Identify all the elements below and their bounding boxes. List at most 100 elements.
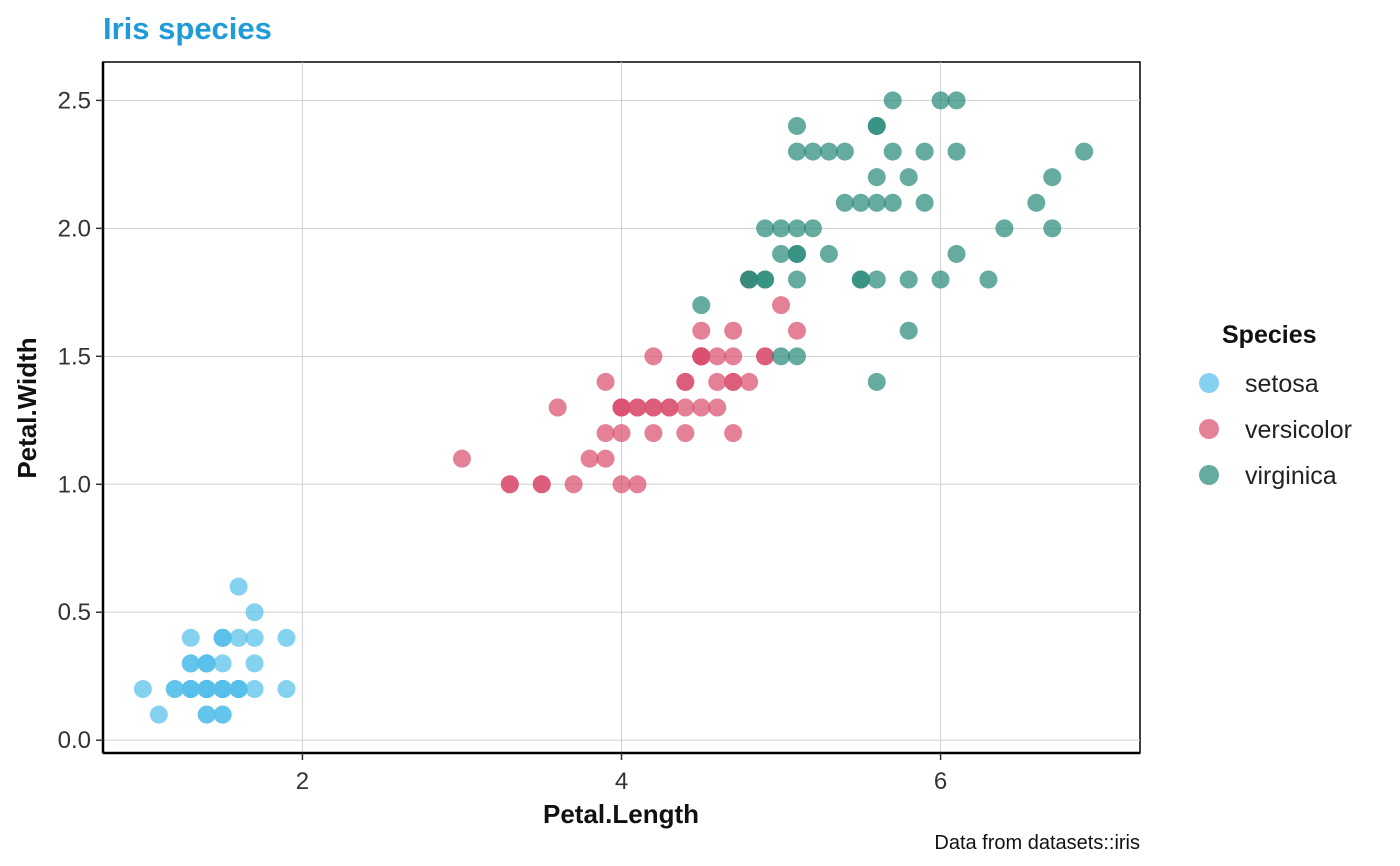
data-point-versicolor (676, 398, 695, 417)
data-point-versicolor (644, 398, 663, 417)
data-point-versicolor (596, 372, 615, 391)
data-point-virginica (692, 296, 711, 315)
data-point-versicolor (548, 398, 567, 417)
data-point-versicolor (676, 372, 695, 391)
legend-title: Species (1222, 321, 1317, 349)
x-tick-label: 4 (615, 768, 628, 795)
data-point-virginica (867, 116, 886, 135)
data-point-versicolor (772, 296, 791, 315)
data-point-virginica (819, 244, 838, 263)
legend-label-versicolor: versicolor (1245, 416, 1352, 444)
data-point-versicolor (692, 398, 711, 417)
chart-caption: Data from datasets::iris (934, 832, 1140, 854)
data-point-setosa (277, 628, 296, 647)
data-point-virginica (899, 270, 918, 289)
data-point-versicolor (596, 424, 615, 443)
y-axis-ticks: 0.0 0.5 1.0 1.5 2.0 2.5 (58, 87, 103, 754)
data-point-virginica (819, 142, 838, 161)
data-point-versicolor (612, 475, 631, 494)
data-point-versicolor (500, 475, 519, 494)
data-point-virginica (915, 193, 934, 212)
data-point-virginica (1043, 219, 1062, 238)
data-point-versicolor (612, 398, 631, 417)
data-point-virginica (787, 270, 806, 289)
y-tick-label: 2.5 (58, 87, 91, 114)
data-point-setosa (245, 603, 264, 622)
x-axis-ticks: 2 4 6 (296, 753, 947, 795)
data-point-versicolor (724, 321, 743, 340)
data-point-setosa (213, 654, 232, 673)
y-tick-label: 1.0 (58, 471, 91, 498)
data-point-versicolor (564, 475, 583, 494)
data-point-virginica (787, 219, 806, 238)
data-point-virginica (883, 91, 902, 110)
data-point-setosa (197, 705, 216, 724)
data-point-versicolor (596, 449, 615, 468)
data-point-setosa (181, 680, 200, 699)
data-point-versicolor (692, 347, 711, 366)
data-point-virginica (772, 347, 791, 366)
data-point-virginica (851, 193, 870, 212)
data-point-virginica (835, 142, 854, 161)
data-point-virginica (995, 219, 1014, 238)
data-point-virginica (867, 193, 886, 212)
data-point-setosa (245, 680, 264, 699)
data-point-setosa (165, 680, 184, 699)
data-point-virginica (867, 372, 886, 391)
data-point-versicolor (628, 475, 647, 494)
data-point-setosa (245, 654, 264, 673)
data-point-versicolor (612, 424, 631, 443)
data-point-versicolor (676, 424, 695, 443)
legend-label-virginica: virginica (1245, 462, 1337, 490)
data-point-setosa (133, 680, 152, 699)
data-point-virginica (979, 270, 998, 289)
data-point-virginica (915, 142, 934, 161)
data-point-virginica (883, 142, 902, 161)
data-point-virginica (787, 244, 806, 263)
data-point-virginica (947, 142, 966, 161)
data-point-virginica (756, 270, 775, 289)
data-point-setosa (197, 680, 216, 699)
data-point-versicolor (580, 449, 599, 468)
x-tick-label: 2 (296, 768, 309, 795)
data-point-versicolor (532, 475, 551, 494)
data-point-versicolor (452, 449, 471, 468)
data-point-versicolor (787, 321, 806, 340)
data-point-versicolor (660, 398, 679, 417)
data-point-versicolor (724, 424, 743, 443)
legend-items: setosa versicolor virginica (1199, 370, 1352, 490)
data-point-setosa (149, 705, 168, 724)
data-point-setosa (197, 654, 216, 673)
data-point-virginica (787, 347, 806, 366)
data-point-setosa (229, 628, 248, 647)
data-point-virginica (851, 270, 870, 289)
data-point-versicolor (692, 321, 711, 340)
legend-label-setosa: setosa (1245, 370, 1319, 398)
data-points (133, 91, 1094, 724)
data-point-virginica (772, 244, 791, 263)
data-point-virginica (803, 142, 822, 161)
chart-title: Iris species (103, 11, 272, 46)
plot-panel (101, 61, 1141, 755)
data-point-virginica (899, 321, 918, 340)
x-tick-label: 6 (934, 768, 947, 795)
data-point-virginica (1043, 168, 1062, 187)
data-point-versicolor (644, 347, 663, 366)
data-point-virginica (803, 219, 822, 238)
data-point-versicolor (708, 347, 727, 366)
legend-key-versicolor (1199, 419, 1219, 439)
data-point-setosa (181, 654, 200, 673)
data-point-virginica (947, 244, 966, 263)
data-point-setosa (229, 680, 248, 699)
data-point-setosa (181, 628, 200, 647)
data-point-versicolor (708, 398, 727, 417)
data-point-setosa (213, 680, 232, 699)
data-point-versicolor (756, 347, 775, 366)
data-point-versicolor (724, 372, 743, 391)
data-point-virginica (931, 91, 950, 110)
data-point-virginica (787, 142, 806, 161)
data-point-virginica (931, 270, 950, 289)
data-point-virginica (787, 116, 806, 135)
data-point-versicolor (740, 372, 759, 391)
